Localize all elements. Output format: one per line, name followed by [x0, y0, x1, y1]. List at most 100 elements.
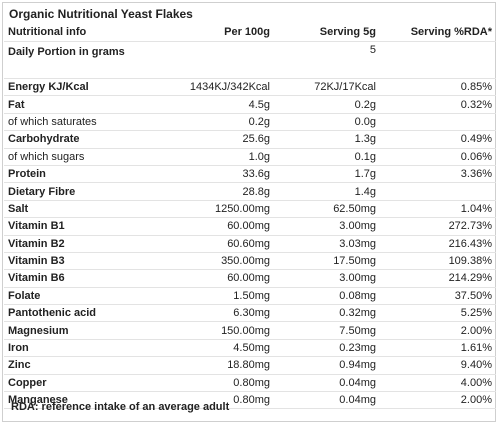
table-row: Energy KJ/Kcal 1434KJ/342Kcal 72KJ/17Kcal 0… [4, 78, 496, 97]
serving-value: 0.08mg [274, 287, 380, 306]
table-row: Zinc 18.80mg 0.94mg 9.40% [4, 356, 496, 375]
table-row: Vitamin B1 60.00mg 3.00mg 272.73% [4, 217, 496, 236]
nutrient-label: of which sugars [4, 148, 140, 166]
serving-value: 1.7g [274, 165, 380, 184]
table-row: Pantothenic acid 6.30mg 0.32mg 5.25% [4, 304, 496, 323]
serving-value: 0.23mg [274, 339, 380, 358]
rda-value: 9.40% [380, 356, 496, 375]
serving-value: 0.04mg [274, 374, 380, 393]
table-row: Protein 33.6g 1.7g 3.36% [4, 165, 496, 184]
per-100g-value: 1250.00mg [140, 200, 274, 219]
daily-portion-rda [380, 41, 496, 79]
nutrient-label: Energy KJ/Kcal [4, 78, 140, 97]
rda-value: 109.38% [380, 252, 496, 271]
header-serving: Serving 5g [274, 23, 380, 42]
header-serving-rda: Serving %RDA* [380, 23, 496, 42]
serving-value: 3.00mg [274, 269, 380, 288]
daily-portion-per100 [140, 41, 274, 79]
per-100g-value: 150.00mg [140, 321, 274, 340]
table-row: Vitamin B2 60.60mg 3.03mg 216.43% [4, 235, 496, 253]
nutrition-panel: Organic Nutritional Yeast Flakes Nutriti… [2, 2, 496, 422]
table-row: Fat 4.5g 0.2g 0.32% [4, 95, 496, 114]
per-100g-value: 33.6g [140, 165, 274, 184]
per-100g-value: 6.30mg [140, 304, 274, 323]
daily-portion-row: Daily Portion in grams 5 [4, 41, 496, 79]
per-100g-value: 4.50mg [140, 339, 274, 358]
rda-value [380, 182, 496, 201]
serving-value: 0.1g [274, 148, 380, 166]
serving-value: 7.50mg [274, 321, 380, 340]
nutrient-label: Fat [4, 95, 140, 114]
nutrient-label: Vitamin B1 [4, 217, 140, 236]
table-row: Dietary Fibre 28.8g 1.4g [4, 182, 496, 201]
rda-value: 272.73% [380, 217, 496, 236]
table-row: Folate 1.50mg 0.08mg 37.50% [4, 287, 496, 306]
rda-value: 2.00% [380, 321, 496, 340]
table-row: of which sugars 1.0g 0.1g 0.06% [4, 148, 496, 166]
table-row: Manganese 0.80mg 0.04mg 2.00% [4, 391, 496, 410]
rda-value: 1.61% [380, 339, 496, 358]
nutrient-label: Dietary Fibre [4, 182, 140, 201]
daily-portion-label: Daily Portion in grams [4, 41, 140, 79]
nutrient-label: Vitamin B2 [4, 235, 140, 253]
serving-value: 1.4g [274, 182, 380, 201]
table-row: of which saturates 0.2g 0.0g [4, 113, 496, 132]
rda-value: 4.00% [380, 374, 496, 393]
nutrition-table: Nutritional info Per 100g Serving 5g Ser… [4, 23, 496, 410]
serving-value: 1.3g [274, 130, 380, 149]
per-100g-value: 28.8g [140, 182, 274, 201]
per-100g-value: 4.5g [140, 95, 274, 114]
table-row: Salt 1250.00mg 62.50mg 1.04% [4, 200, 496, 219]
per-100g-value: 18.80mg [140, 356, 274, 375]
per-100g-value: 0.80mg [140, 374, 274, 393]
rda-footnote: RDA: reference intake of an average adul… [11, 401, 230, 413]
per-100g-value: 60.00mg [140, 269, 274, 288]
serving-value: 3.03mg [274, 235, 380, 253]
table-row: Iron 4.50mg 0.23mg 1.61% [4, 339, 496, 358]
per-100g-value: 60.00mg [140, 217, 274, 236]
rda-value: 2.00% [380, 391, 496, 410]
per-100g-value: 350.00mg [140, 252, 274, 271]
rda-value: 3.36% [380, 165, 496, 184]
serving-value: 0.32mg [274, 304, 380, 323]
rda-value: 0.85% [380, 78, 496, 97]
serving-value: 0.04mg [274, 391, 380, 410]
nutrient-label: Pantothenic acid [4, 304, 140, 323]
rda-value: 0.32% [380, 95, 496, 114]
rda-value: 1.04% [380, 200, 496, 219]
rda-value: 37.50% [380, 287, 496, 306]
per-100g-value: 60.60mg [140, 235, 274, 253]
page-title: Organic Nutritional Yeast Flakes [9, 7, 193, 21]
nutrient-label: of which saturates [4, 113, 140, 132]
rda-value [380, 113, 496, 132]
rda-value: 216.43% [380, 235, 496, 253]
serving-value: 0.94mg [274, 356, 380, 375]
table-row: Vitamin B3 350.00mg 17.50mg 109.38% [4, 252, 496, 271]
nutrient-label: Salt [4, 200, 140, 219]
per-100g-value: 1.0g [140, 148, 274, 166]
nutrient-label: Protein [4, 165, 140, 184]
nutrient-label: Manganese [4, 391, 140, 410]
daily-portion-serving: 5 [274, 41, 380, 79]
rda-value: 0.06% [380, 148, 496, 166]
nutrient-label: Carbohydrate [4, 130, 140, 149]
header-nutritional-info: Nutritional info [4, 23, 140, 42]
nutrient-label: Copper [4, 374, 140, 393]
nutrient-label: Zinc [4, 356, 140, 375]
nutrient-label: Iron [4, 339, 140, 358]
nutrient-label: Folate [4, 287, 140, 306]
per-100g-value: 1.50mg [140, 287, 274, 306]
serving-value: 0.2g [274, 95, 380, 114]
table-header-row: Nutritional info Per 100g Serving 5g Ser… [4, 23, 496, 42]
table-row: Carbohydrate 25.6g 1.3g 0.49% [4, 130, 496, 149]
nutrient-label: Vitamin B6 [4, 269, 140, 288]
nutrient-label: Vitamin B3 [4, 252, 140, 271]
serving-value: 62.50mg [274, 200, 380, 219]
nutrient-label: Magnesium [4, 321, 140, 340]
per-100g-value: 0.2g [140, 113, 274, 132]
table-row: Magnesium 150.00mg 7.50mg 2.00% [4, 321, 496, 340]
per-100g-value: 25.6g [140, 130, 274, 149]
serving-value: 0.0g [274, 113, 380, 132]
serving-value: 17.50mg [274, 252, 380, 271]
table-row: Vitamin B6 60.00mg 3.00mg 214.29% [4, 269, 496, 288]
